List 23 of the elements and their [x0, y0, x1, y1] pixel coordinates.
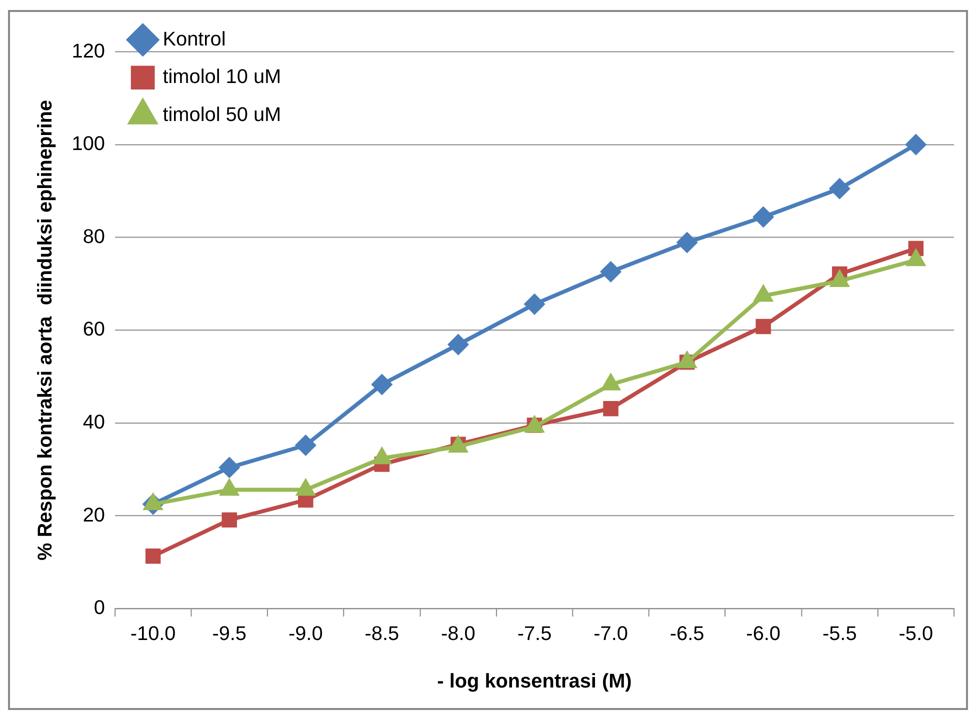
x-tick-label: -9.5: [212, 622, 247, 645]
x-tick-label: -5.5: [822, 622, 857, 645]
x-tick-label: -6.0: [746, 622, 780, 645]
x-tick-label: -5.0: [898, 622, 934, 645]
x-axis-title: - log konsentrasi (M): [437, 670, 632, 693]
legend-label: timolol 50 uM: [162, 104, 282, 126]
legend-label: Kontrol: [162, 28, 226, 50]
y-tick-label: 80: [82, 226, 105, 248]
x-tick-label: -7.0: [594, 622, 628, 645]
x-tick-label: -9.0: [288, 622, 323, 645]
y-tick-label: 40: [82, 411, 105, 434]
y-tick-label: 0: [94, 597, 105, 620]
y-tick-label: 20: [82, 504, 105, 526]
x-tick-label: -10.0: [130, 622, 176, 645]
legend-label: timolol 10 uM: [162, 66, 282, 88]
x-tick-label: -7.5: [517, 622, 552, 645]
x-tick-label: -8.0: [441, 622, 476, 645]
y-tick-label: 60: [82, 318, 105, 341]
x-tick-label: -6.5: [670, 622, 704, 645]
x-tick-label: -8.5: [364, 622, 400, 645]
y-axis-title: % Respon kontraksi aorta diinduksi ephineprine: [34, 100, 56, 560]
y-tick-label: 100: [72, 133, 105, 156]
y-tick-label: 120: [72, 40, 105, 62]
